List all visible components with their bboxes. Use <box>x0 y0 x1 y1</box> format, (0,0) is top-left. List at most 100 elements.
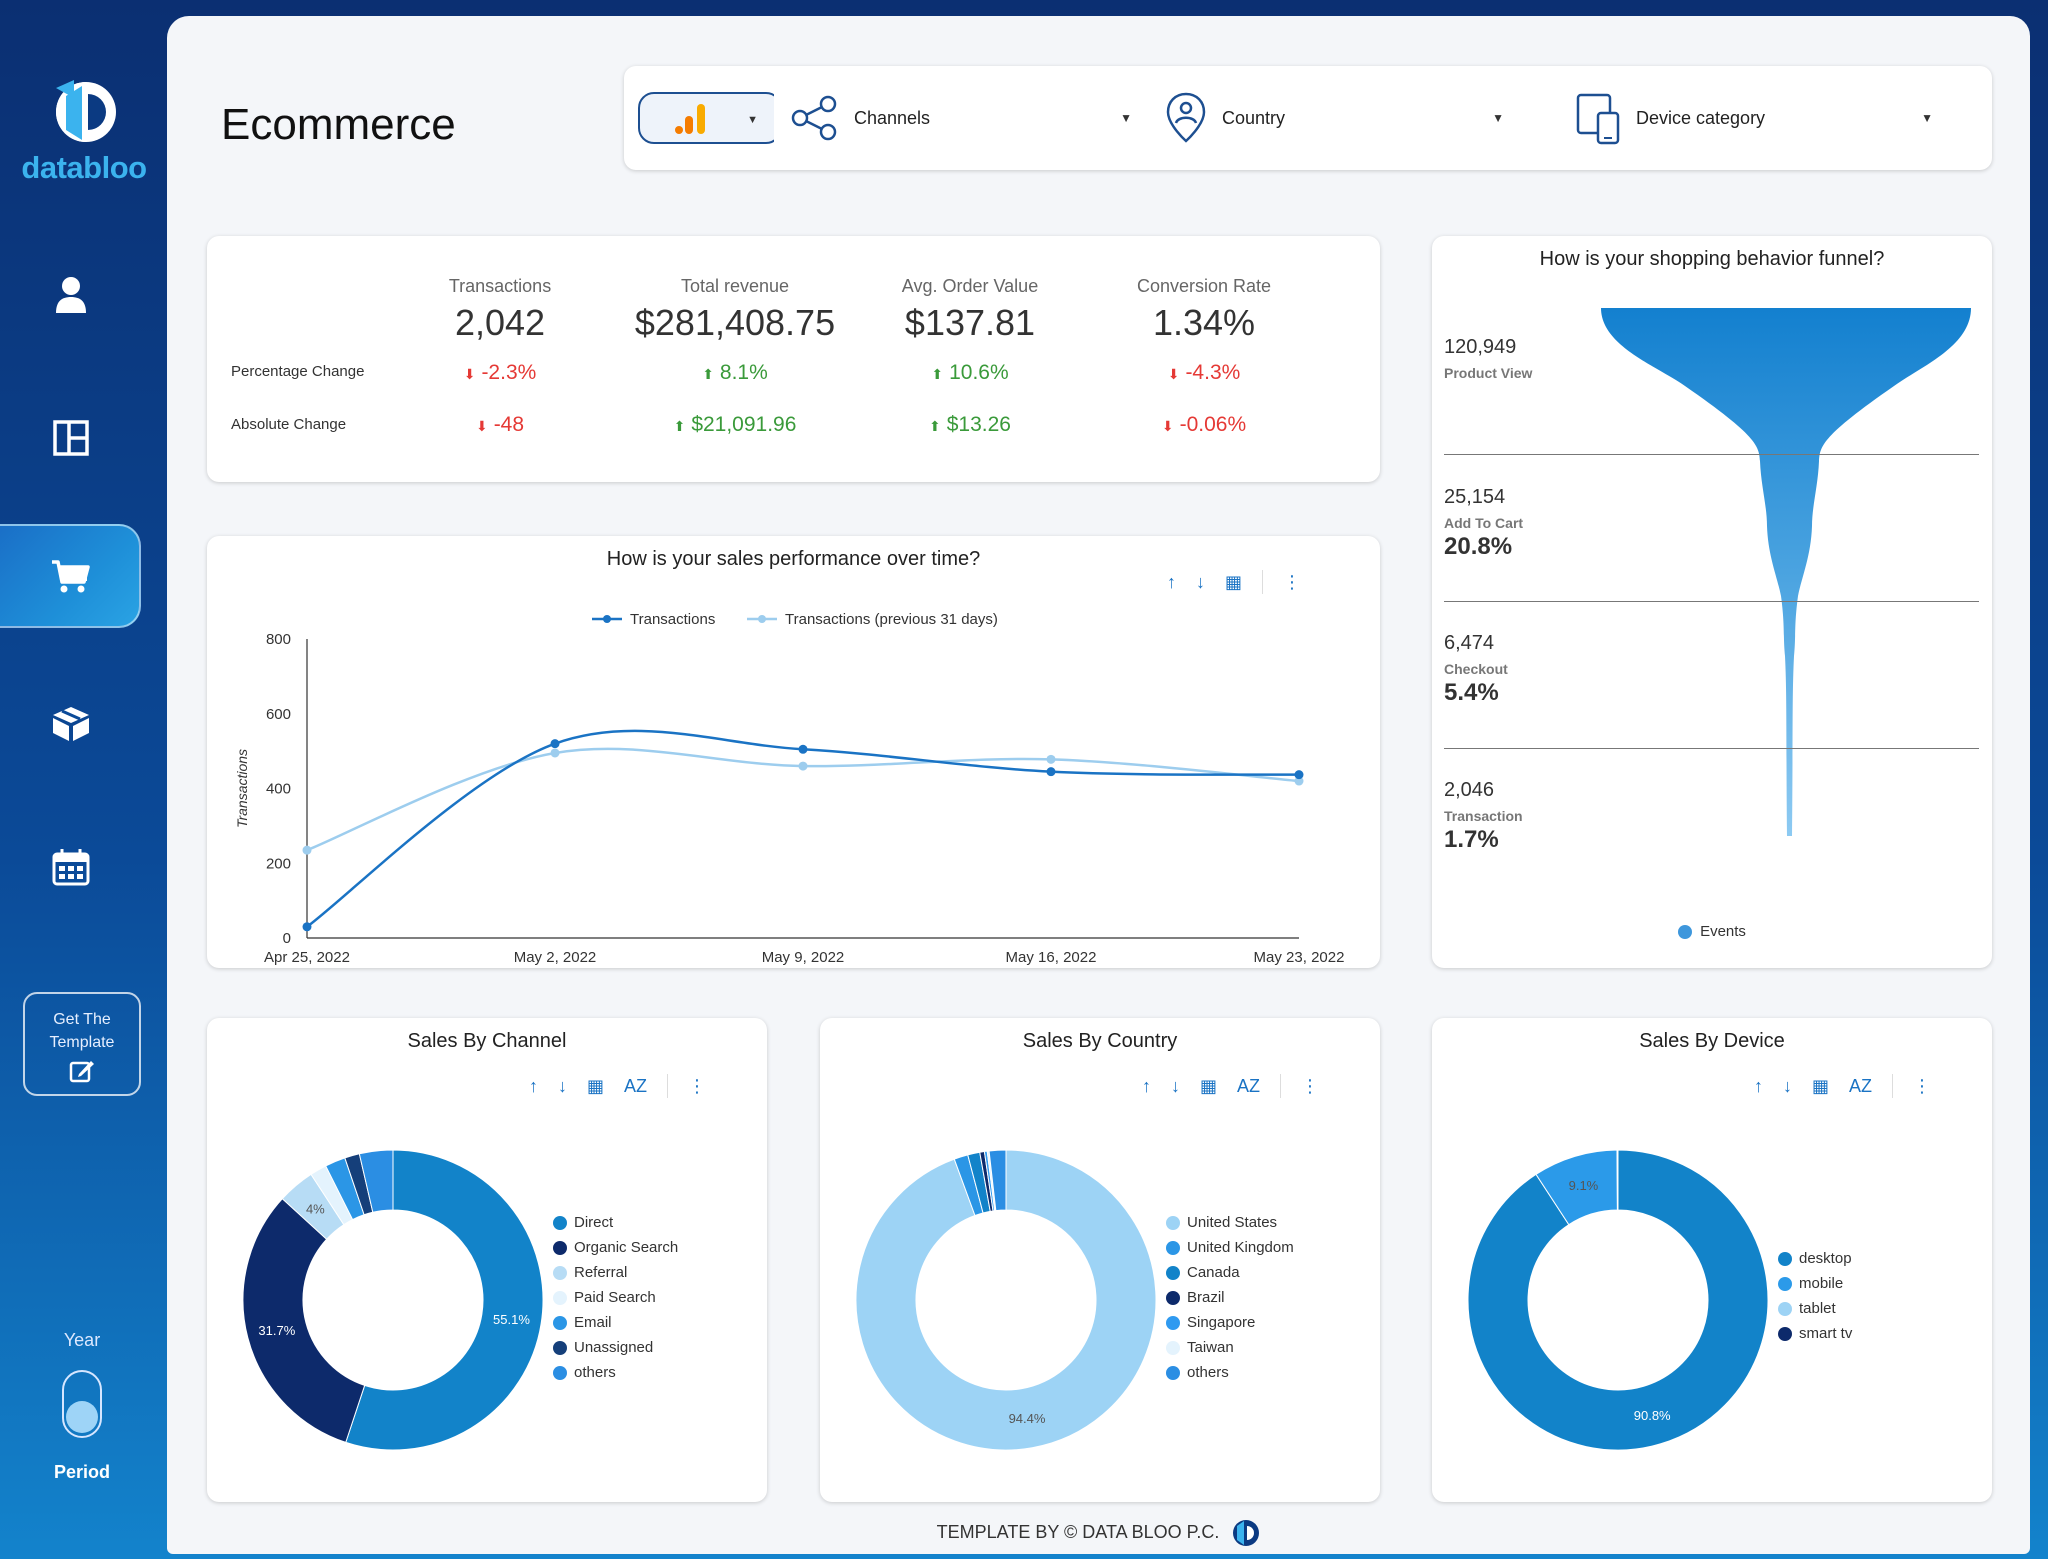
funnel-stage-name: Checkout <box>1444 661 1508 677</box>
chart-legend: United States United Kingdom Canada Braz… <box>1166 1210 1294 1385</box>
legend-item[interactable]: Referral <box>553 1260 678 1285</box>
sort-ascending-icon[interactable]: ↑ <box>1142 1075 1151 1096</box>
legend-item[interactable]: others <box>1166 1360 1294 1385</box>
sidebar-item-cart[interactable] <box>0 524 141 628</box>
legend-item[interactable]: Paid Search <box>553 1285 678 1310</box>
funnel-stage-pct: 5.4% <box>1444 679 1499 706</box>
sort-ascending-icon[interactable]: ↑ <box>1167 571 1176 592</box>
pie-slice[interactable] <box>855 1149 1157 1451</box>
data-source-selector[interactable]: ▼ <box>638 92 782 144</box>
sidebar-item-user[interactable] <box>0 243 141 347</box>
kpi-abs-change: ⬆ $13.26 <box>860 413 1080 437</box>
more-options-icon[interactable]: ⋮ <box>1283 571 1302 592</box>
data-point[interactable] <box>302 845 312 855</box>
chart-settings-icon[interactable]: ▦ <box>1225 571 1243 592</box>
sidebar-item-calendar[interactable] <box>0 815 141 919</box>
devices-icon <box>1576 93 1620 145</box>
legend-marker <box>758 615 766 623</box>
x-tick-label: May 16, 2022 <box>1006 949 1097 966</box>
chart-settings-icon[interactable]: ▦ <box>1200 1075 1218 1096</box>
more-options-icon[interactable]: ⋮ <box>688 1075 707 1096</box>
legend-item[interactable]: United States <box>1166 1210 1294 1235</box>
legend-item[interactable]: mobile <box>1778 1271 1852 1296</box>
legend-item[interactable]: Transactions (previous 31 days) <box>747 611 998 628</box>
pie-slice[interactable] <box>1467 1149 1769 1451</box>
legend-dot <box>553 1315 567 1330</box>
chart-settings-icon[interactable]: ▦ <box>1812 1075 1830 1096</box>
databloo-small-logo-icon <box>1233 1520 1260 1546</box>
pie-slice[interactable] <box>242 1197 366 1443</box>
legend-item[interactable]: Unassigned <box>553 1335 678 1360</box>
legend-item[interactable]: tablet <box>1778 1296 1852 1321</box>
legend-label: United Kingdom <box>1187 1239 1294 1256</box>
legend-label: Organic Search <box>574 1239 679 1256</box>
pie-slice[interactable] <box>345 1149 544 1451</box>
chart-settings-icon[interactable]: ▦ <box>587 1075 605 1096</box>
period-toggle[interactable] <box>62 1370 102 1438</box>
legend-item[interactable]: Canada <box>1166 1260 1294 1285</box>
pie-slice[interactable] <box>988 1149 1007 1212</box>
data-point[interactable] <box>798 761 808 771</box>
legend-item[interactable]: Brazil <box>1166 1285 1294 1310</box>
legend-item[interactable]: Singapore <box>1166 1310 1294 1335</box>
legend-item[interactable]: Taiwan <box>1166 1335 1294 1360</box>
legend-dot <box>1166 1315 1180 1330</box>
sidebar-item-products[interactable] <box>0 672 141 776</box>
sort-az-icon[interactable]: AZ <box>1237 1075 1261 1096</box>
kpi-abs-value: $13.26 <box>946 413 1011 436</box>
sort-ascending-icon[interactable]: ↑ <box>529 1075 538 1096</box>
sort-ascending-icon[interactable]: ↑ <box>1754 1075 1763 1096</box>
data-point[interactable] <box>1046 767 1056 777</box>
x-tick-label: May 9, 2022 <box>762 949 845 966</box>
legend-item[interactable]: Transactions <box>592 611 715 628</box>
year-label: Year <box>63 1330 101 1350</box>
legend-label: tablet <box>1799 1300 1836 1317</box>
pie-slice[interactable] <box>358 1149 394 1213</box>
sort-az-icon[interactable]: AZ <box>624 1075 648 1096</box>
legend-item[interactable]: Email <box>553 1310 678 1335</box>
legend-dot <box>1166 1240 1180 1255</box>
toggle-knob[interactable] <box>66 1401 98 1433</box>
chevron-down-icon: ▼ <box>1492 111 1504 125</box>
more-options-icon[interactable]: ⋮ <box>1913 1075 1932 1096</box>
country-filter[interactable]: Country ▼ <box>1164 66 1524 170</box>
more-options-icon[interactable]: ⋮ <box>1301 1075 1320 1096</box>
legend-item[interactable]: Organic Search <box>553 1235 678 1260</box>
data-point[interactable] <box>550 748 560 758</box>
data-point[interactable] <box>550 739 560 749</box>
data-point[interactable] <box>1294 770 1304 780</box>
sort-descending-icon[interactable]: ↓ <box>1783 1075 1792 1096</box>
channels-filter[interactable]: Channels ▼ <box>774 66 1144 170</box>
legend-item[interactable]: smart tv <box>1778 1321 1852 1346</box>
sidebar-item-layout[interactable] <box>0 386 141 490</box>
x-tick-label: Apr 25, 2022 <box>264 949 350 966</box>
funnel-stage-name: Add To Cart <box>1444 515 1524 531</box>
legend-item[interactable]: Direct <box>553 1210 678 1235</box>
legend-item[interactable]: desktop <box>1778 1246 1852 1271</box>
y-tick-label: 400 <box>266 781 291 798</box>
device-filter[interactable]: Device category ▼ <box>1574 66 1979 170</box>
kpi-pct-value: 10.6% <box>949 361 1009 384</box>
sort-descending-icon[interactable]: ↓ <box>558 1075 567 1096</box>
get-template-button[interactable]: Get The Template <box>23 992 141 1096</box>
sort-descending-icon[interactable]: ↓ <box>1196 571 1205 592</box>
sales-by-country-card: Sales By Country ↑ ↓ ▦ AZ ⋮ 94.4% United… <box>820 1018 1380 1502</box>
data-point[interactable] <box>1294 776 1304 786</box>
data-point[interactable] <box>302 922 312 932</box>
legend-label: Transactions (previous 31 days) <box>785 611 998 628</box>
brand-logo[interactable]: databloo <box>14 74 154 186</box>
location-pin-icon <box>1166 92 1206 143</box>
legend-dot <box>1678 925 1693 940</box>
cart-icon <box>51 560 90 593</box>
brand-name: databloo <box>21 150 147 185</box>
data-point[interactable] <box>798 744 808 754</box>
series-line <box>306 729 1300 928</box>
sort-descending-icon[interactable]: ↓ <box>1171 1075 1180 1096</box>
data-point[interactable] <box>1046 754 1056 764</box>
kpi-value: 2,042 <box>454 302 546 343</box>
legend-item[interactable]: United Kingdom <box>1166 1235 1294 1260</box>
arrow-up-icon: ⬆ <box>929 418 941 434</box>
sort-az-icon[interactable]: AZ <box>1849 1075 1873 1096</box>
legend-item[interactable]: others <box>553 1360 678 1385</box>
arrow-down-icon: ⬇ <box>463 366 476 382</box>
